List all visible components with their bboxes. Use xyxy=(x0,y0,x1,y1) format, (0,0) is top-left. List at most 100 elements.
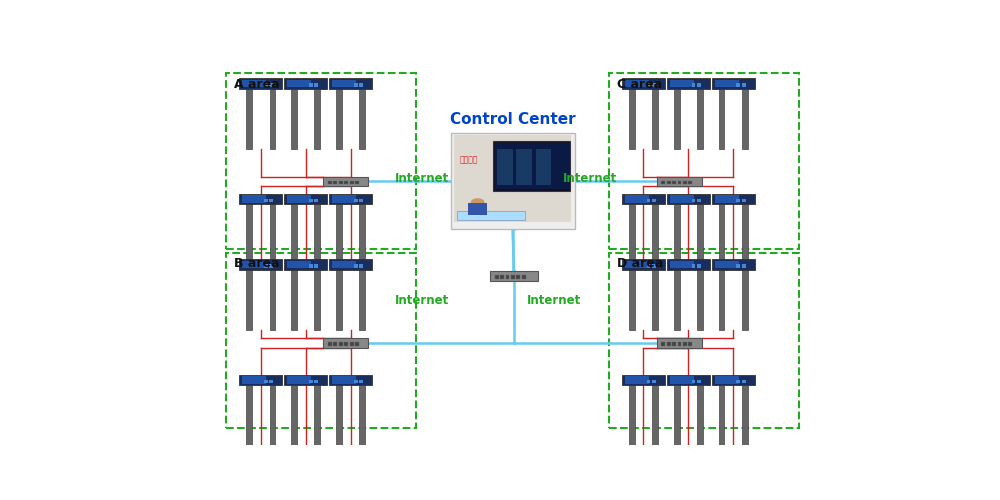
Text: B area: B area xyxy=(234,257,279,270)
Bar xyxy=(454,135,571,222)
Bar xyxy=(284,374,327,386)
Bar xyxy=(314,89,320,148)
Bar xyxy=(516,275,520,278)
Bar xyxy=(291,270,297,330)
Bar xyxy=(314,199,318,202)
Bar xyxy=(674,270,680,330)
Bar xyxy=(629,270,635,330)
Bar xyxy=(270,270,275,330)
Bar xyxy=(242,260,266,268)
Bar xyxy=(742,199,746,202)
Bar xyxy=(647,199,650,202)
Bar xyxy=(309,84,313,86)
Bar xyxy=(314,380,318,383)
Bar xyxy=(697,199,701,202)
Bar xyxy=(242,376,266,384)
Bar xyxy=(712,259,755,270)
Bar xyxy=(742,386,748,445)
Bar xyxy=(323,338,368,347)
Bar xyxy=(359,270,365,330)
Bar xyxy=(629,204,635,264)
Bar xyxy=(692,380,695,383)
Bar xyxy=(336,89,342,148)
Bar xyxy=(667,259,710,270)
Bar xyxy=(712,78,755,89)
Bar xyxy=(359,204,365,264)
Bar xyxy=(344,180,348,184)
Bar xyxy=(670,195,694,203)
Bar xyxy=(625,195,649,203)
Bar xyxy=(670,80,694,88)
Bar xyxy=(359,199,363,202)
Bar xyxy=(359,264,363,268)
Bar xyxy=(625,80,649,88)
Bar xyxy=(332,80,356,88)
Bar xyxy=(332,260,356,268)
Bar xyxy=(516,148,532,185)
Bar xyxy=(719,270,724,330)
Bar xyxy=(284,78,327,89)
Bar xyxy=(246,204,252,264)
Bar xyxy=(522,275,526,278)
Bar xyxy=(719,204,724,264)
Bar xyxy=(712,194,755,204)
Bar xyxy=(457,212,525,220)
Bar xyxy=(622,374,665,386)
Bar xyxy=(625,376,649,384)
Bar xyxy=(692,264,695,268)
Bar xyxy=(264,199,268,202)
Bar xyxy=(333,342,337,345)
Bar xyxy=(495,275,499,278)
Bar xyxy=(678,180,681,184)
Bar xyxy=(339,180,343,184)
Bar xyxy=(670,260,694,268)
Bar xyxy=(715,195,739,203)
Bar xyxy=(652,84,656,86)
Bar xyxy=(647,264,650,268)
Bar xyxy=(672,180,676,184)
Bar xyxy=(269,264,273,268)
Bar xyxy=(736,380,740,383)
Bar xyxy=(736,264,740,268)
Bar xyxy=(336,204,342,264)
Text: A area: A area xyxy=(234,78,279,91)
Bar xyxy=(291,204,297,264)
Bar xyxy=(333,180,337,184)
Bar xyxy=(647,84,650,86)
Bar xyxy=(688,180,692,184)
Bar xyxy=(287,80,311,88)
Bar xyxy=(354,199,358,202)
Bar xyxy=(697,204,703,264)
Bar xyxy=(350,342,354,345)
Bar xyxy=(359,89,365,148)
Bar xyxy=(239,374,282,386)
Bar xyxy=(339,342,343,345)
Bar xyxy=(652,264,656,268)
Bar xyxy=(332,195,356,203)
Bar xyxy=(697,84,701,86)
Text: Internet: Internet xyxy=(395,172,449,185)
Bar xyxy=(536,148,551,185)
Text: D area: D area xyxy=(617,257,663,270)
Bar xyxy=(354,84,358,86)
Bar xyxy=(652,89,658,148)
Bar xyxy=(719,89,724,148)
Bar xyxy=(354,380,358,383)
Bar xyxy=(742,270,748,330)
Bar xyxy=(269,199,273,202)
Bar xyxy=(314,270,320,330)
Bar xyxy=(670,376,694,384)
Bar xyxy=(672,342,676,345)
Bar xyxy=(667,342,671,345)
Text: Internet: Internet xyxy=(526,294,581,307)
Bar xyxy=(661,180,665,184)
Bar xyxy=(468,203,487,215)
Bar xyxy=(715,376,739,384)
Bar xyxy=(314,84,318,86)
Text: Internet: Internet xyxy=(395,294,449,307)
Bar xyxy=(291,386,297,445)
Bar xyxy=(647,380,650,383)
Bar xyxy=(329,259,372,270)
Bar xyxy=(742,380,746,383)
Bar xyxy=(692,84,695,86)
